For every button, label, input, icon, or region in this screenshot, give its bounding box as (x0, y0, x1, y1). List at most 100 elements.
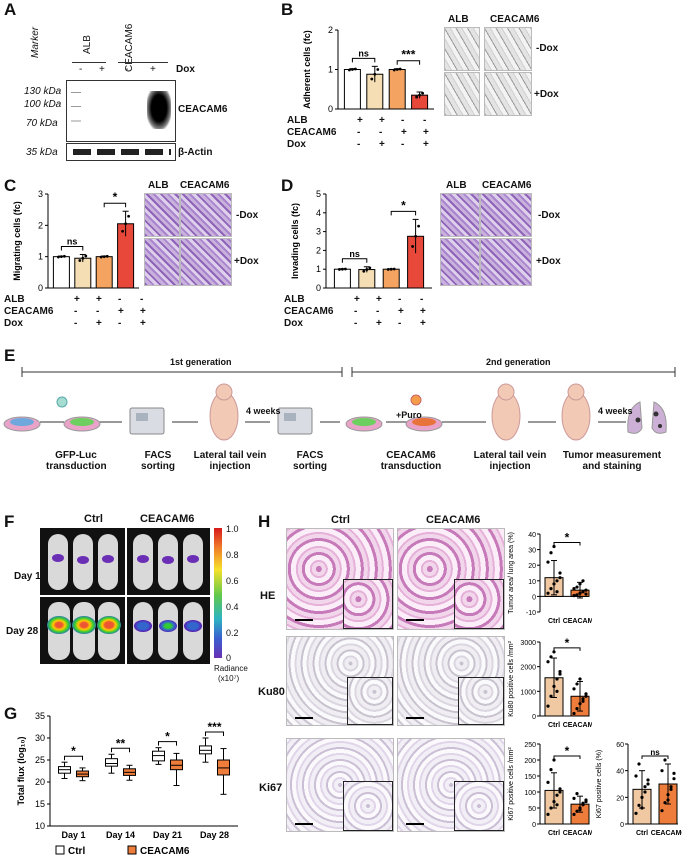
y-tick-label: 150 (524, 774, 536, 781)
y-tick-label: 2 (328, 25, 333, 35)
data-point (572, 812, 576, 816)
data-point (575, 792, 579, 796)
data-point (555, 803, 559, 807)
condition-sign: - (357, 139, 361, 150)
sig-bracket (205, 731, 224, 736)
condition-sign: - (74, 318, 78, 329)
condition-sign: + (401, 127, 407, 138)
data-point (81, 256, 85, 260)
row-label: +Dox (534, 89, 559, 100)
data-point (546, 591, 550, 595)
band-ladder (71, 87, 81, 135)
image-label: ALB (148, 180, 169, 191)
sig-label: *** (207, 720, 221, 734)
data-point (634, 811, 638, 815)
bli-image (40, 528, 210, 664)
data-point (362, 269, 366, 273)
data-point (640, 806, 644, 810)
histology-ku80-ctrl (286, 636, 394, 726)
data-point (663, 801, 667, 805)
condition-sign: + (423, 127, 429, 138)
legend-label: CEACAM6 (140, 846, 190, 857)
histology-ku80-ceacam6 (397, 636, 505, 726)
y-tick-label: 0 (532, 822, 536, 829)
condition-sign: - (354, 306, 358, 317)
micrograph-d-alb-plus (440, 238, 480, 286)
sig-label: * (113, 190, 118, 204)
legend-swatch (127, 845, 137, 855)
lungs-icon (627, 401, 667, 434)
legend-label: Ctrl (68, 846, 85, 857)
virus-icon (410, 394, 422, 406)
data-point (558, 790, 562, 794)
x-tick-label: CEACAM6 (563, 618, 592, 625)
chart-d: 0 1 2 3 4 5 Invading cells (fc) ns * (290, 189, 432, 293)
data-point (575, 707, 579, 711)
condition-sign: - (118, 294, 122, 305)
y-tick-label: 10 (35, 821, 45, 831)
data-point (338, 268, 341, 271)
chart-c: 0 1 2 3 Migrating cells (fc) ns * (12, 189, 139, 293)
row-label: +Dox (234, 256, 259, 267)
step-label: Tumor measurement and staining (562, 450, 662, 472)
x-tick-label: Ctrl (548, 722, 560, 729)
row-label: -Dox (236, 210, 259, 221)
micrograph-b-cea-minus (484, 27, 532, 71)
y-tick-label: 15 (35, 799, 45, 809)
y-tick-label: 1000 (520, 689, 536, 696)
y-tick-label: 25 (35, 755, 45, 765)
y-tick-label: 2 (316, 245, 321, 255)
data-point (558, 571, 562, 575)
day-label: Day 1 (14, 571, 41, 582)
data-point (549, 694, 553, 698)
y-axis-label: Total flux (log₁₀) (16, 736, 26, 805)
data-point (392, 267, 396, 271)
histology-ki67-ceacam6 (397, 738, 505, 832)
dish-cells-icon (70, 418, 94, 426)
y-tick-label: 0 (532, 714, 536, 721)
data-point (105, 254, 109, 258)
y-tick-label: 4 (316, 208, 321, 218)
x-tick-label: Ctrl (636, 830, 648, 837)
data-point (572, 796, 576, 800)
colorbar (214, 528, 222, 658)
puro-label: +Puro (396, 410, 422, 420)
y-axis-label: Ki67 positive cells (%) (596, 750, 603, 818)
panel-c-letter: C (4, 176, 17, 195)
data-point (398, 67, 402, 71)
data-point (552, 544, 556, 549)
y-tick-label: 250 (524, 742, 536, 749)
data-point (646, 778, 650, 782)
y-tick-label: 3 (316, 227, 321, 237)
band-ceacam6 (147, 91, 171, 129)
condition-sign: - (354, 318, 358, 329)
data-point (78, 259, 82, 262)
image-label: ALB (446, 180, 467, 191)
data-point (546, 812, 550, 816)
condition-sign: + (74, 294, 80, 305)
data-point (555, 793, 559, 797)
condition-row-label: CEACAM6 (287, 127, 337, 138)
colorbar-tick: 0.4 (226, 602, 239, 612)
data-point (102, 255, 106, 259)
data-point (392, 68, 396, 72)
condition-sign: - (401, 115, 405, 126)
data-point (373, 72, 377, 76)
dish-cells-icon (412, 418, 436, 426)
condition-sign: + (354, 294, 360, 305)
micrograph-c-cea-minus (180, 193, 232, 237)
x-tick-label: Ctrl (548, 830, 560, 837)
data-point (555, 579, 559, 583)
chart-h-ki67-pct: 0 20 40 60 Ki67 positive cells (%) Ctrl CEACAM… (596, 742, 682, 837)
x-tick-label: CEACAM6 (563, 830, 592, 837)
group-label: Ctrl (331, 514, 350, 526)
condition-sign: - (398, 318, 402, 329)
data-point (354, 67, 357, 71)
sig-bracket (641, 755, 669, 759)
data-point (549, 806, 553, 810)
condition-sign: - (379, 127, 383, 138)
condition-sign: - (376, 306, 380, 317)
data-point (575, 585, 579, 589)
y-tick-label: 0 (38, 283, 43, 293)
data-point (578, 677, 582, 681)
